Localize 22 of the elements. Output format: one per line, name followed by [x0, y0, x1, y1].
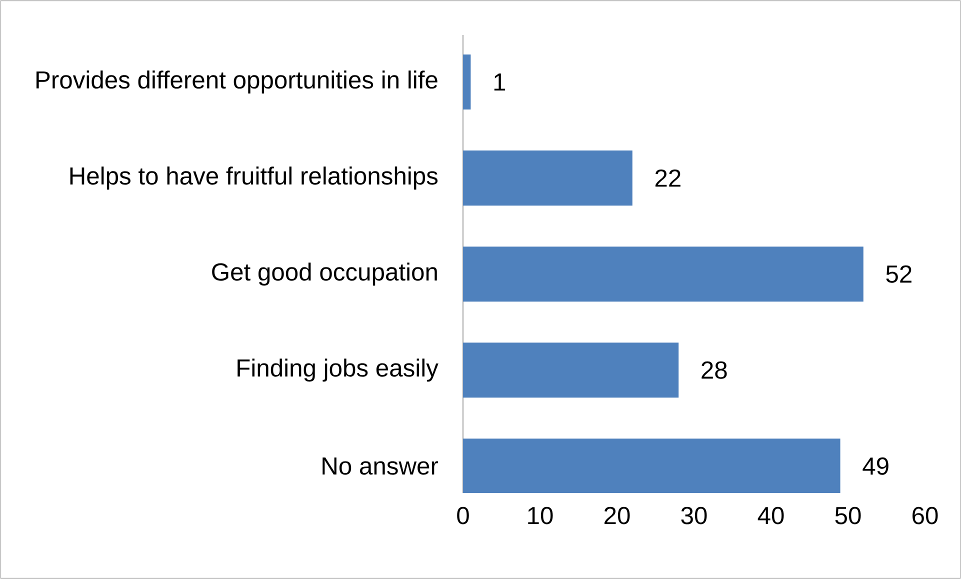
x-tick-label: 40 — [758, 506, 784, 524]
y-tick-label: Helps to have fruitful relationships — [70, 166, 438, 190]
y-tick-label: No answer — [322, 458, 438, 475]
bar — [463, 246, 864, 302]
bar — [463, 438, 840, 493]
x-tick-label: 20 — [604, 506, 630, 524]
x-tick-label: 10 — [528, 506, 553, 524]
bar — [463, 150, 632, 206]
data-label: 1 — [494, 74, 506, 91]
x-tick-label: 0 — [457, 506, 469, 524]
data-label: 49 — [862, 457, 888, 475]
y-tick-label: Provides different opportunities in life — [36, 70, 438, 94]
bar — [463, 54, 471, 110]
bar — [463, 342, 679, 398]
x-tick-label: 60 — [912, 506, 938, 524]
y-tick-label: Finding jobs easily — [238, 358, 438, 382]
x-tick-label: 50 — [835, 506, 861, 524]
data-label: 22 — [655, 169, 680, 187]
x-tick-label: 30 — [681, 506, 707, 524]
y-tick-label: Get good occupation — [212, 262, 437, 286]
data-label: 28 — [702, 361, 727, 379]
data-label: 52 — [886, 265, 912, 283]
